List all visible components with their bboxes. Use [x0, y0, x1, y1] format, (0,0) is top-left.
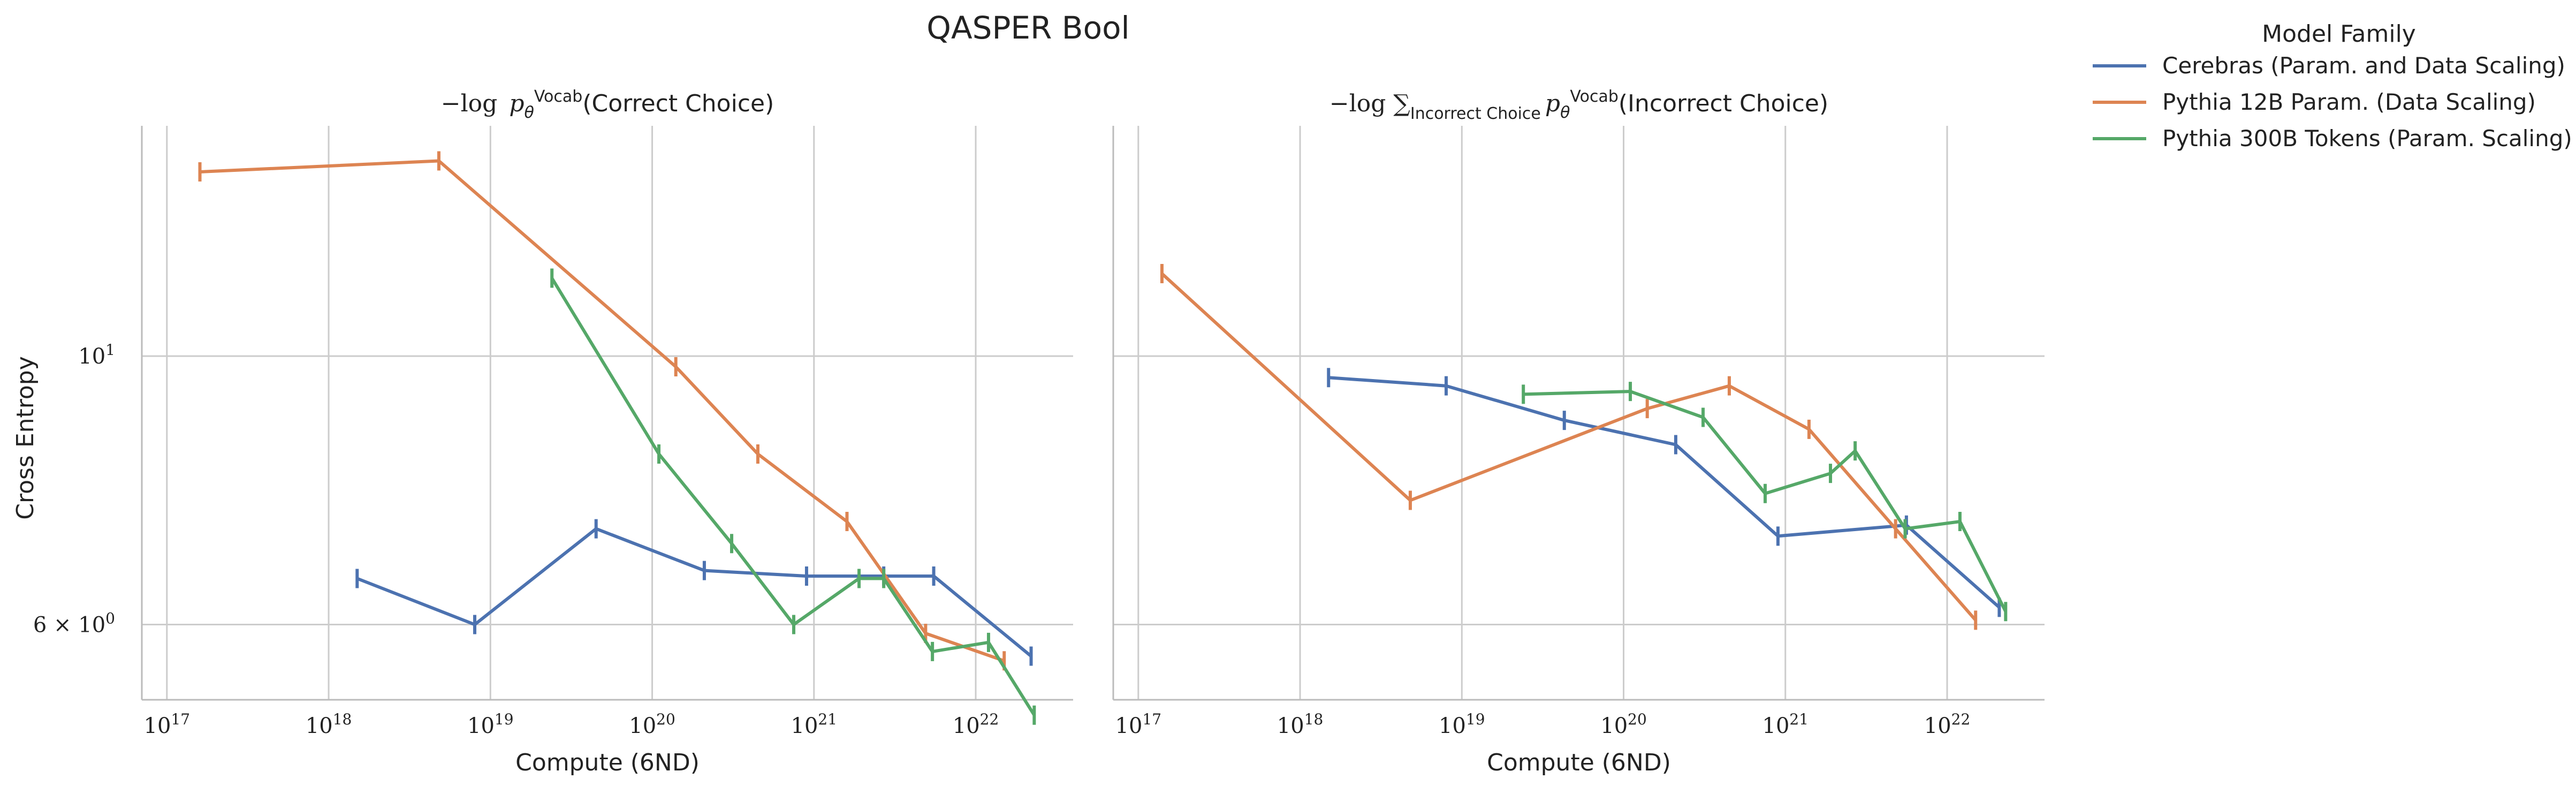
- x-tick-exponent: 22: [980, 710, 999, 728]
- series: [1522, 382, 2008, 622]
- y-tick-base: 10: [78, 344, 105, 369]
- x-tick-base: 10: [1277, 714, 1304, 738]
- x-tick-exponent: 19: [495, 710, 514, 728]
- y-tick-label: 6 × 100: [33, 610, 115, 638]
- title-argument: (Incorrect Choice): [1618, 90, 1828, 117]
- legend-label: Cerebras (Param. and Data Scaling): [2162, 52, 2565, 79]
- y-tick-exponent: 1: [105, 341, 115, 359]
- x-tick-base: 10: [629, 714, 656, 738]
- x-tick-base: 10: [1439, 714, 1466, 738]
- x-tick-label: 1020: [629, 710, 675, 738]
- y-axis-label: Cross Entropy: [12, 356, 39, 520]
- y-tick-base: 6 × 10: [33, 613, 105, 638]
- x-tick-label: 1018: [1277, 710, 1324, 738]
- x-tick-exponent: 17: [171, 710, 190, 728]
- x-axis-label: Compute (6ND): [1487, 749, 1671, 776]
- title-superscript: Vocab: [534, 87, 582, 106]
- x-tick-label: 1021: [1762, 710, 1809, 738]
- title-prefix: −log ∑: [1329, 90, 1410, 117]
- title-theta: θ: [525, 103, 534, 122]
- legend-title: Model Family: [2262, 20, 2416, 48]
- x-tick-base: 10: [1115, 714, 1143, 738]
- series: [550, 268, 1036, 725]
- x-tick-base: 10: [306, 714, 333, 738]
- x-tick-exponent: 18: [1304, 710, 1324, 728]
- legend-label: Pythia 300B Tokens (Param. Scaling): [2162, 125, 2572, 152]
- x-tick-label: 1022: [953, 710, 999, 738]
- x-axis-label: Compute (6ND): [515, 749, 700, 776]
- y-tick-exponent: 0: [105, 610, 115, 627]
- x-tick-base: 10: [467, 714, 495, 738]
- x-tick-label: 1022: [1924, 710, 1971, 738]
- x-tick-label: 1017: [1115, 710, 1162, 738]
- title-subscript: Incorrect Choice: [1410, 104, 1541, 123]
- title-prefix: −log: [441, 90, 505, 117]
- title-argument: (Correct Choice): [582, 90, 774, 117]
- x-tick-base: 10: [791, 714, 818, 738]
- x-tick-exponent: 19: [1466, 710, 1485, 728]
- x-tick-base: 10: [953, 714, 980, 738]
- y-tick-label: 101: [78, 341, 115, 369]
- panel-title: −log pθVocab(Correct Choice): [441, 87, 774, 122]
- x-tick-base: 10: [144, 714, 171, 738]
- x-tick-base: 10: [1762, 714, 1790, 738]
- title-symbol: p: [509, 90, 524, 117]
- x-tick-exponent: 20: [1628, 710, 1647, 728]
- x-tick-base: 10: [1924, 714, 1951, 738]
- figure-suptitle: QASPER Bool: [926, 10, 1129, 46]
- x-tick-label: 1018: [306, 710, 352, 738]
- panel-title: −log ∑Incorrect Choice pθVocab(Incorrect …: [1329, 87, 1828, 123]
- x-tick-label: 1020: [1600, 710, 1647, 738]
- x-tick-exponent: 22: [1951, 710, 1971, 728]
- x-tick-exponent: 17: [1142, 710, 1161, 728]
- x-tick-exponent: 18: [333, 710, 352, 728]
- series: [1160, 264, 1978, 630]
- x-tick-exponent: 21: [1789, 710, 1808, 728]
- title-superscript: Vocab: [1570, 87, 1618, 106]
- title-symbol: p: [1545, 90, 1560, 117]
- x-tick-label: 1021: [791, 710, 838, 738]
- x-tick-label: 1019: [1439, 710, 1485, 738]
- x-tick-exponent: 21: [818, 710, 837, 728]
- legend: Model Family Cerebras (Param. and Data S…: [2093, 20, 2572, 152]
- x-tick-base: 10: [1600, 714, 1628, 738]
- x-tick-label: 1017: [144, 710, 191, 738]
- x-tick-label: 1019: [467, 710, 514, 738]
- x-tick-exponent: 20: [656, 710, 675, 728]
- legend-label: Pythia 12B Param. (Data Scaling): [2162, 89, 2536, 115]
- title-theta: θ: [1560, 103, 1570, 122]
